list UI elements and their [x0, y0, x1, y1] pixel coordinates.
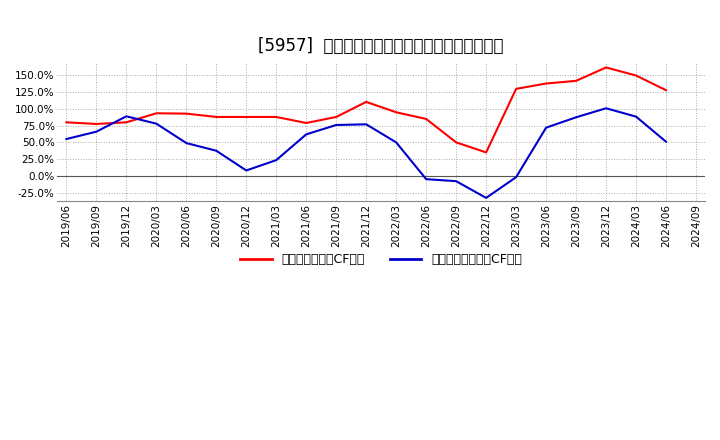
- Legend: 有利子負債営業CF比率, 有利子負債フリーCF比率: 有利子負債営業CF比率, 有利子負債フリーCF比率: [235, 248, 527, 271]
- Title: [5957]  有利子負債キャッシュフロー比率の推移: [5957] 有利子負債キャッシュフロー比率の推移: [258, 37, 504, 55]
